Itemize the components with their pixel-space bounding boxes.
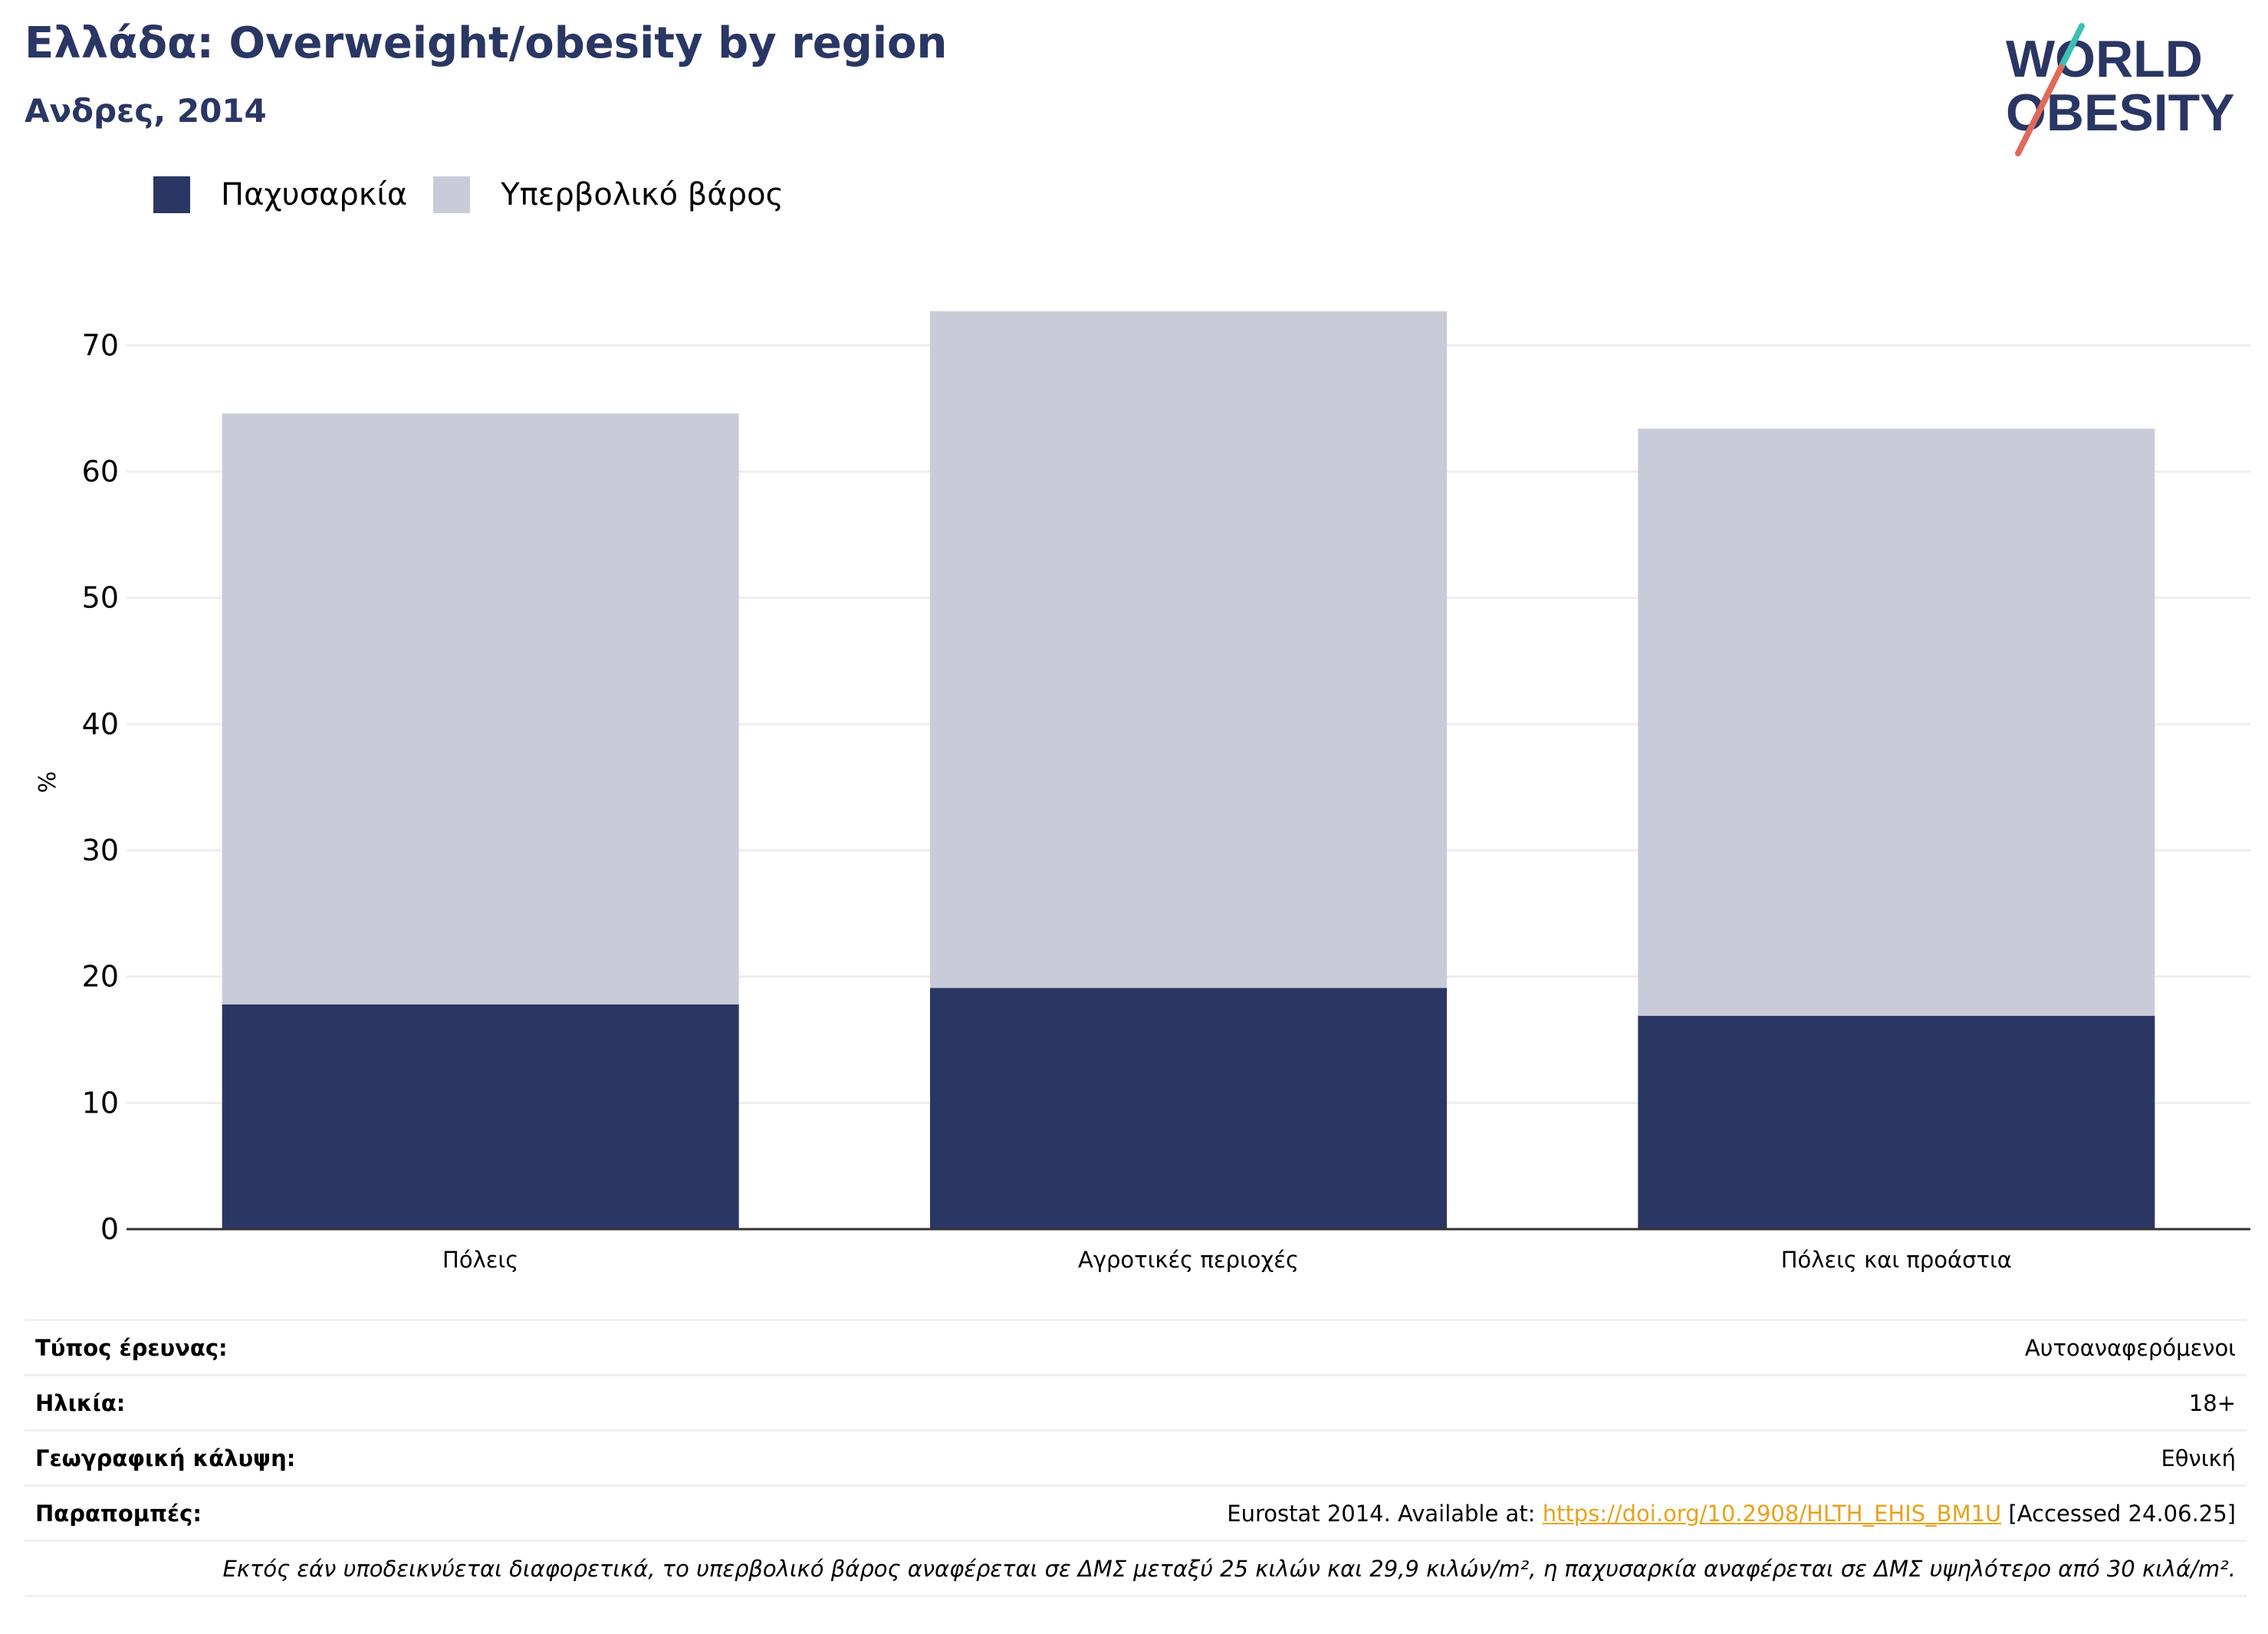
age-label: Ηλικία: [35,1389,126,1416]
bar-chart: 0 10 20 30 40 50 60 70% Πόλεις Αγροτικές περιοχές… [35,311,2250,1273]
references-value: Eurostat 2014. Available at: https://doi… [1227,1501,2236,1527]
chart-title: Ελλάδα: Overweight/obesity by region [25,18,948,68]
legend-label-obesity: Παχυσαρκία [221,177,408,212]
survey-type-value: Αυτοαναφερόμενοι [2024,1334,2236,1361]
info-row-note: Εκτός εάν υποδεικνύεται διαφορετικά, το … [25,1540,2247,1597]
age-value: 18+ [2188,1389,2236,1416]
references-prefix: Eurostat 2014. Available at: [1227,1500,1543,1527]
coverage-value: Εθνική [2161,1445,2236,1471]
world-obesity-logo: WORLD OBESITY [2006,23,2235,156]
y-tick-label: 60 [82,455,119,488]
definition-note: Εκτός εάν υποδεικνύεται διαφορετικά, το … [222,1555,2237,1582]
logo-line1: WORLD [2006,30,2203,88]
info-table: Τύπος έρευνας: Αυτοαναφερόμενοι Ηλικία: … [25,1319,2247,1597]
chart-subtitle: Ανδρες, 2014 [25,92,267,130]
references-suffix: [Accessed 24.06.25] [2001,1500,2236,1527]
bar-overweight [1638,429,2155,1016]
legend-label-overweight: Υπερβολικό βάρος [501,177,784,212]
bar-obesity [222,1004,739,1229]
legend-item-overweight[interactable]: Υπερβολικό βάρος [433,176,784,213]
references-link[interactable]: https://doi.org/10.2908/HLTH_EHIS_BM1U [1542,1500,2002,1527]
legend-item-obesity[interactable]: Παχυσαρκία [153,176,407,213]
legend: Παχυσαρκία Υπερβολικό βάρος [153,176,810,213]
bar-overweight [929,311,1448,988]
survey-type-label: Τύπος έρευνας: [35,1334,228,1361]
y-tick-label: 30 [82,833,119,867]
info-row-age: Ηλικία: 18+ [25,1374,2247,1429]
x-tick-label: Πόλεις και προάστια [1781,1247,2012,1273]
y-tick-label: 10 [82,1086,119,1119]
references-label: Παραπομπές: [35,1500,202,1527]
y-tick-label: 40 [82,707,119,741]
info-row-references: Παραπομπές: Eurostat 2014. Available at:… [25,1484,2247,1540]
coverage-label: Γεωγραφική κάλυψη: [35,1445,296,1471]
y-tick-label: 20 [82,960,119,994]
y-tick-label: 50 [82,581,119,615]
info-row-survey: Τύπος έρευνας: Αυτοαναφερόμενοι [25,1319,2247,1374]
y-tick-label: 0 [100,1212,119,1246]
legend-swatch-obesity [153,176,190,213]
x-tick-label: Πόλεις [442,1247,518,1273]
info-row-coverage: Γεωγραφική κάλυψη: Εθνική [25,1429,2247,1484]
y-axis-label: % [35,771,61,794]
bar-obesity [929,988,1448,1229]
legend-swatch-overweight [433,176,471,213]
y-tick-label: 70 [82,328,119,362]
bar-overweight [222,413,739,1004]
x-tick-label: Αγροτικές περιοχές [1078,1247,1299,1273]
bar-obesity [1638,1015,2155,1229]
logo-line2: OBESITY [2006,84,2235,142]
